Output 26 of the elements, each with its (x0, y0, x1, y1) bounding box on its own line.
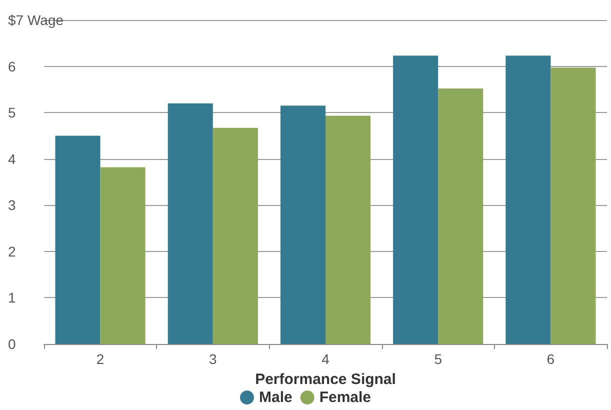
x-tick-label: 3 (209, 351, 217, 367)
bar (506, 56, 551, 344)
legend-label: Female (319, 389, 372, 406)
x-tick-label: 4 (322, 351, 330, 367)
legend-label: Male (258, 389, 292, 406)
bar (212, 128, 258, 344)
x-tick-label: 2 (96, 351, 104, 367)
y-tick-label: 6 (8, 58, 16, 74)
y-tick-label: 1 (8, 290, 16, 306)
bar (55, 136, 100, 344)
y-tick-label: 0 (8, 336, 16, 352)
y-tick-label: 3 (8, 197, 16, 214)
y-tick-label: $7 Wage (8, 12, 64, 28)
bar (326, 116, 371, 344)
x-axis-title: Performance Signal (255, 371, 396, 388)
bar (280, 106, 326, 344)
bar (168, 103, 213, 344)
x-tick-label: 5 (434, 351, 442, 367)
bar (550, 68, 596, 344)
bar (438, 88, 484, 344)
y-tick-label: 4 (8, 150, 16, 167)
y-tick-label: 5 (8, 104, 16, 121)
bar (100, 167, 146, 344)
bar (393, 56, 438, 344)
x-tick-label: 6 (546, 351, 555, 367)
y-tick-label: 2 (8, 243, 16, 260)
